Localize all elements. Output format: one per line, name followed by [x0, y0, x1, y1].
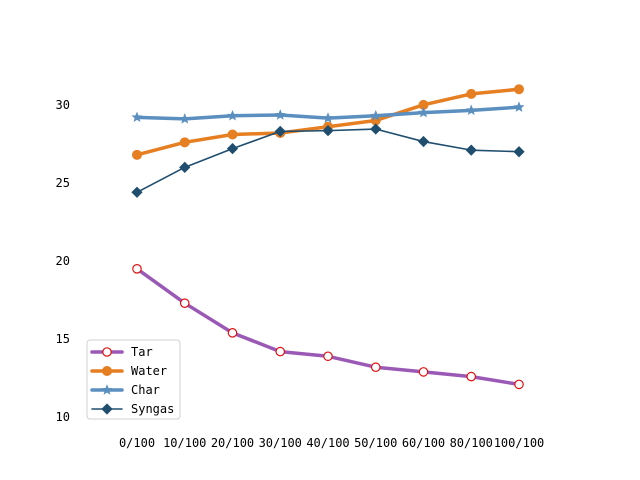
y-tick-label: 10 — [56, 410, 70, 424]
legend-label: Syngas — [131, 402, 174, 416]
legend-item-water: Water — [90, 364, 167, 378]
x-tick-label: 80/100 — [450, 436, 493, 450]
data-point-char — [274, 109, 286, 120]
data-point-char — [226, 109, 239, 121]
legend-label: Tar — [131, 345, 153, 359]
legend-marker — [101, 384, 113, 395]
x-tick-label: 20/100 — [211, 436, 254, 450]
series-line-tar — [135, 267, 521, 387]
data-point-syngas — [274, 125, 286, 138]
data-point-syngas — [465, 144, 477, 156]
data-point-tar — [370, 362, 381, 373]
data-point-tar — [323, 351, 333, 362]
data-point-syngas — [322, 124, 334, 137]
data-point-char — [370, 109, 382, 121]
data-point-char — [465, 104, 477, 116]
legend-marker — [101, 403, 113, 415]
data-point-char — [513, 101, 525, 112]
y-tick-label: 15 — [56, 332, 70, 346]
data-point-syngas — [179, 161, 191, 173]
legend-box — [86, 339, 181, 420]
x-tick-label: 0/100 — [119, 436, 155, 450]
data-point-char — [322, 112, 334, 123]
legend-marker — [102, 366, 112, 376]
data-point-tar — [514, 379, 524, 390]
legend-item-char: Char — [90, 383, 160, 397]
data-point-water — [514, 84, 524, 95]
data-point-syngas — [131, 186, 143, 198]
data-point-syngas — [226, 142, 239, 155]
legend: Tar Water Char Syngas — [86, 339, 181, 420]
data-point-tar — [132, 264, 142, 274]
data-point-syngas — [417, 135, 430, 148]
data-point-syngas — [370, 123, 382, 135]
legend-label: Water — [131, 364, 167, 378]
series-line-syngas — [136, 128, 520, 194]
series-syngas — [131, 123, 525, 198]
y-tick-label: 30 — [56, 98, 70, 112]
data-point-char — [179, 113, 191, 124]
legend-label: Char — [131, 383, 160, 397]
y-tick-label: 25 — [56, 176, 70, 190]
legend-item-tar: Tar — [90, 345, 153, 359]
data-point-tar — [179, 298, 190, 308]
data-point-water — [132, 149, 142, 160]
x-tick-label: 40/100 — [306, 436, 349, 450]
data-point-tar — [227, 328, 238, 338]
series-char — [131, 101, 525, 124]
series-water — [132, 84, 524, 160]
x-tick-label: 60/100 — [402, 436, 445, 450]
data-point-water — [466, 88, 477, 99]
x-tick-label: 50/100 — [354, 436, 397, 450]
x-tick-label: 30/100 — [259, 436, 302, 450]
legend-item-syngas: Syngas — [91, 402, 174, 416]
data-point-tar — [275, 346, 286, 357]
data-point-syngas — [513, 146, 525, 158]
y-tick-label: 20 — [56, 254, 70, 268]
data-point-tar — [418, 367, 429, 377]
series-tar — [132, 264, 524, 390]
x-tick-label: 100/100 — [494, 436, 545, 450]
data-point-char — [417, 106, 430, 118]
data-point-tar — [466, 371, 477, 382]
x-tick-label: 10/100 — [163, 436, 206, 450]
x-axis-ticks: 0/100 10/100 20/100 30/100 40/100 50/100 60/10… — [119, 436, 544, 450]
legend-marker — [102, 347, 112, 357]
data-point-char — [131, 111, 143, 123]
data-point-water — [179, 137, 190, 148]
data-point-water — [227, 129, 238, 140]
y-axis-ticks: 10 15 20 25 30 — [56, 98, 70, 424]
series-layer — [131, 84, 525, 390]
